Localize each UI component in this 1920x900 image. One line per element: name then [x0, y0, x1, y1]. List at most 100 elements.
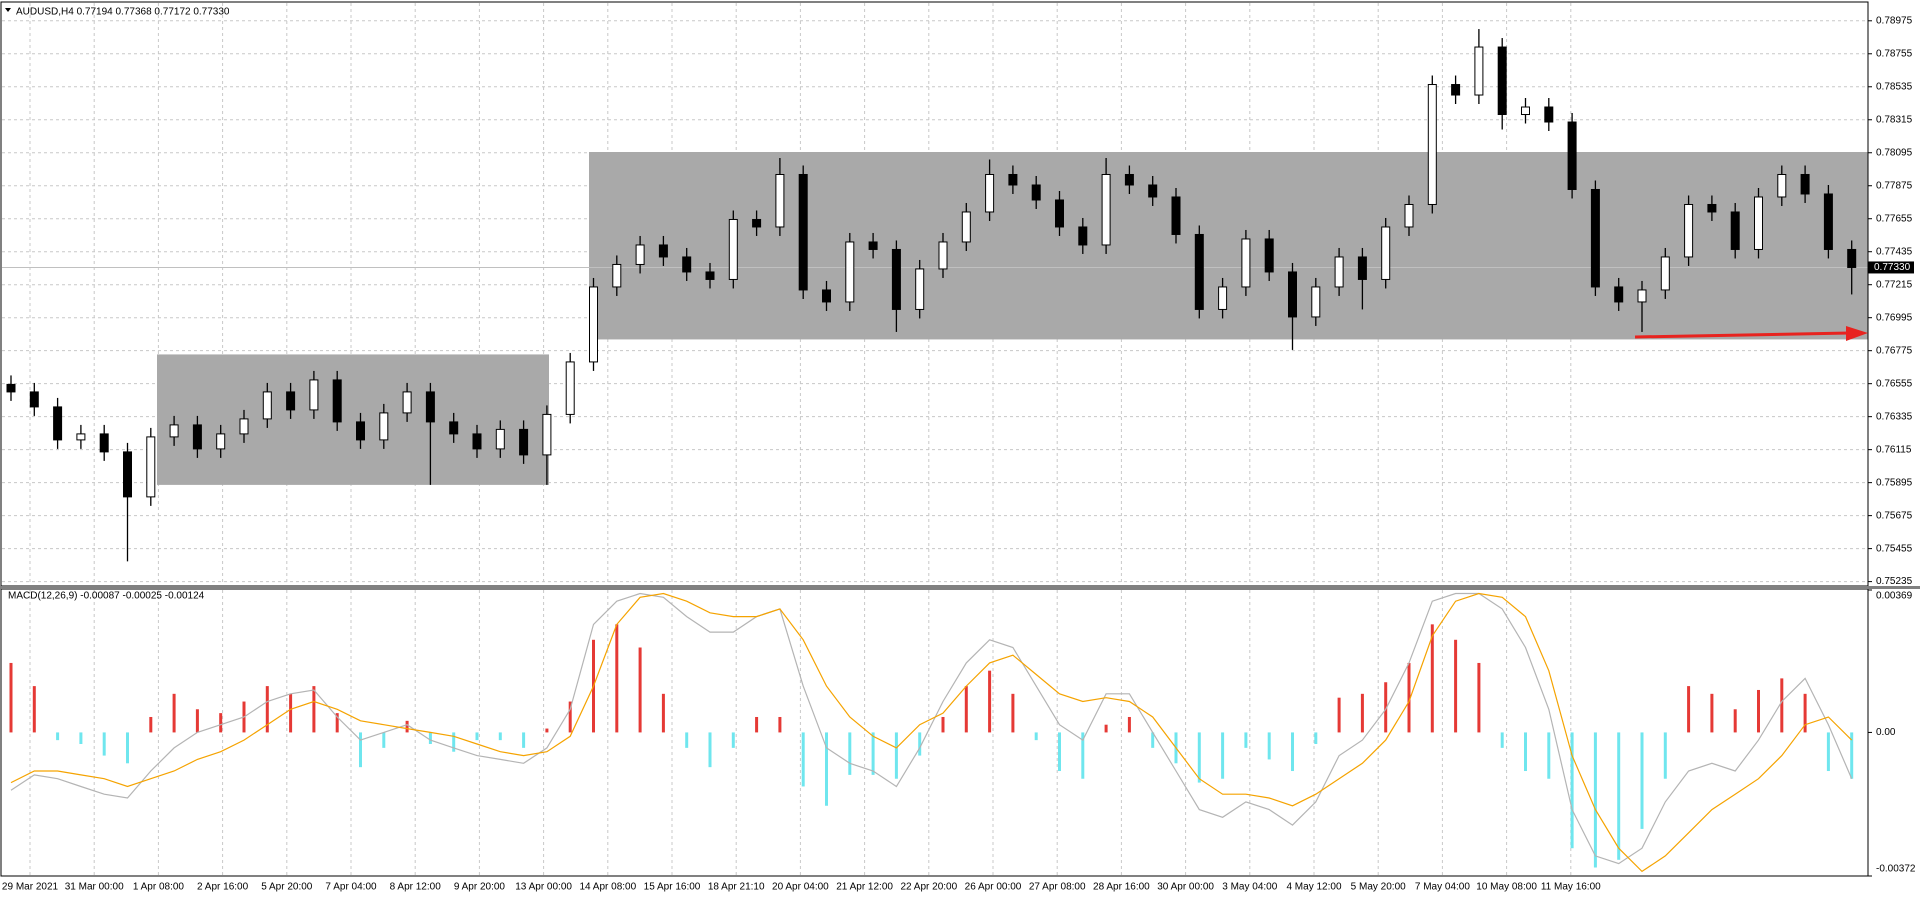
macd-bar [1850, 732, 1854, 779]
candle-body [822, 289, 831, 303]
x-tick-label: 4 May 12:00 [1286, 882, 1341, 893]
candle-body [938, 241, 948, 270]
candle-body [1567, 121, 1577, 190]
candle-body [495, 428, 505, 450]
macd-bar [102, 732, 106, 756]
candle-body [309, 379, 319, 411]
macd-bar [1291, 732, 1294, 772]
candle-body [1381, 226, 1391, 280]
y-tick-label: 0.76335 [1876, 411, 1913, 422]
candle-body [1031, 184, 1041, 201]
macd-bar [149, 716, 153, 733]
macd-bar [428, 732, 432, 744]
macd-bar [1663, 732, 1667, 779]
macd-bar [1547, 732, 1551, 779]
candle-body [1124, 173, 1134, 186]
candle-body [123, 451, 132, 498]
candle-body [1171, 196, 1181, 235]
macd-bar [1337, 697, 1341, 733]
macd-bar [79, 732, 83, 744]
y-tick-label: 0.00 [1876, 727, 1896, 738]
current-price-box [1868, 261, 1914, 274]
candle-body [1334, 256, 1344, 288]
candle-body [565, 361, 575, 415]
macd-bar [871, 732, 875, 775]
candle-body [379, 412, 389, 441]
x-tick-label: 18 Apr 21:10 [708, 882, 765, 893]
macd-bar [1593, 732, 1597, 868]
macd-bar [661, 693, 665, 733]
candle-body [449, 421, 459, 435]
candle-body [53, 406, 63, 441]
candle-body [1497, 46, 1507, 116]
x-tick-label: 14 Apr 08:00 [579, 882, 636, 893]
macd-bar [9, 662, 13, 733]
macd-bar [522, 732, 526, 748]
x-tick-label: 10 May 08:00 [1476, 882, 1537, 893]
y-tick-label: 0.75675 [1876, 510, 1913, 521]
candle-body [1730, 211, 1740, 250]
macd-bar [172, 693, 176, 733]
candle-body [1241, 238, 1251, 288]
macd-bar [848, 732, 852, 775]
candle-body [775, 173, 785, 228]
macd-bar [1034, 732, 1038, 741]
macd-bar [1221, 732, 1225, 779]
y-tick-label: 0.75235 [1876, 576, 1913, 587]
x-tick-label: 15 Apr 16:00 [644, 882, 701, 893]
candle-body [612, 263, 622, 288]
candle-body [1847, 248, 1857, 268]
candle-body [915, 268, 925, 310]
macd-bar [1570, 732, 1574, 849]
candle-body [1101, 173, 1111, 246]
x-tick-label: 1 Apr 08:00 [133, 882, 185, 893]
x-tick-label: 7 Apr 04:00 [325, 882, 377, 893]
arrow-line [1634, 331, 1851, 339]
macd-bar [475, 732, 479, 741]
candle-body [1544, 106, 1554, 123]
macd-bar [405, 720, 409, 733]
macd-bar [32, 686, 36, 733]
menu-icon[interactable] [5, 8, 11, 12]
candle-body [1055, 199, 1064, 228]
macd-bar [498, 732, 502, 741]
y-tick-label: 0.77655 [1876, 213, 1913, 224]
macd-bar [1151, 732, 1155, 748]
macd-bar [1314, 732, 1318, 744]
macd-bar [195, 709, 199, 733]
y-tick-label: 0.78095 [1876, 147, 1913, 158]
candle-body [262, 391, 272, 420]
macd-bar [1687, 686, 1691, 733]
macd-bar [1733, 709, 1737, 733]
macd-bar [1267, 732, 1271, 760]
macd-bar [452, 732, 456, 752]
candle-body [356, 421, 365, 441]
x-tick-label: 13 Apr 00:00 [515, 882, 572, 893]
macd-bar [778, 716, 782, 733]
x-tick-label: 28 Apr 16:00 [1093, 882, 1150, 893]
macd-bar [1524, 732, 1527, 772]
macd-bar [1640, 732, 1644, 829]
y-tick-label: 0.75895 [1876, 477, 1913, 488]
candle-body [29, 391, 39, 408]
candle-body [985, 173, 995, 213]
candle-body [169, 424, 179, 438]
y-tick-label: -0.00372 [1876, 864, 1916, 875]
macd-bar [312, 686, 316, 733]
candle-body [1357, 256, 1367, 280]
macd-bar [265, 686, 269, 733]
arrow-head [1846, 326, 1868, 341]
candle-body [845, 241, 855, 303]
y-tick-label: 0.76115 [1876, 444, 1912, 455]
candle-body [1800, 173, 1810, 195]
macd-bar [219, 713, 223, 733]
macd-bar [894, 732, 898, 779]
macd-bar [1197, 732, 1201, 783]
current-price-label: 0.77330 [1874, 262, 1911, 273]
x-tick-label: 27 Apr 08:00 [1029, 882, 1086, 893]
candle-body [519, 428, 529, 456]
candle-body [658, 244, 668, 258]
candle-body [1218, 286, 1228, 310]
x-tick-label: 29 Mar 2021 [2, 882, 59, 893]
